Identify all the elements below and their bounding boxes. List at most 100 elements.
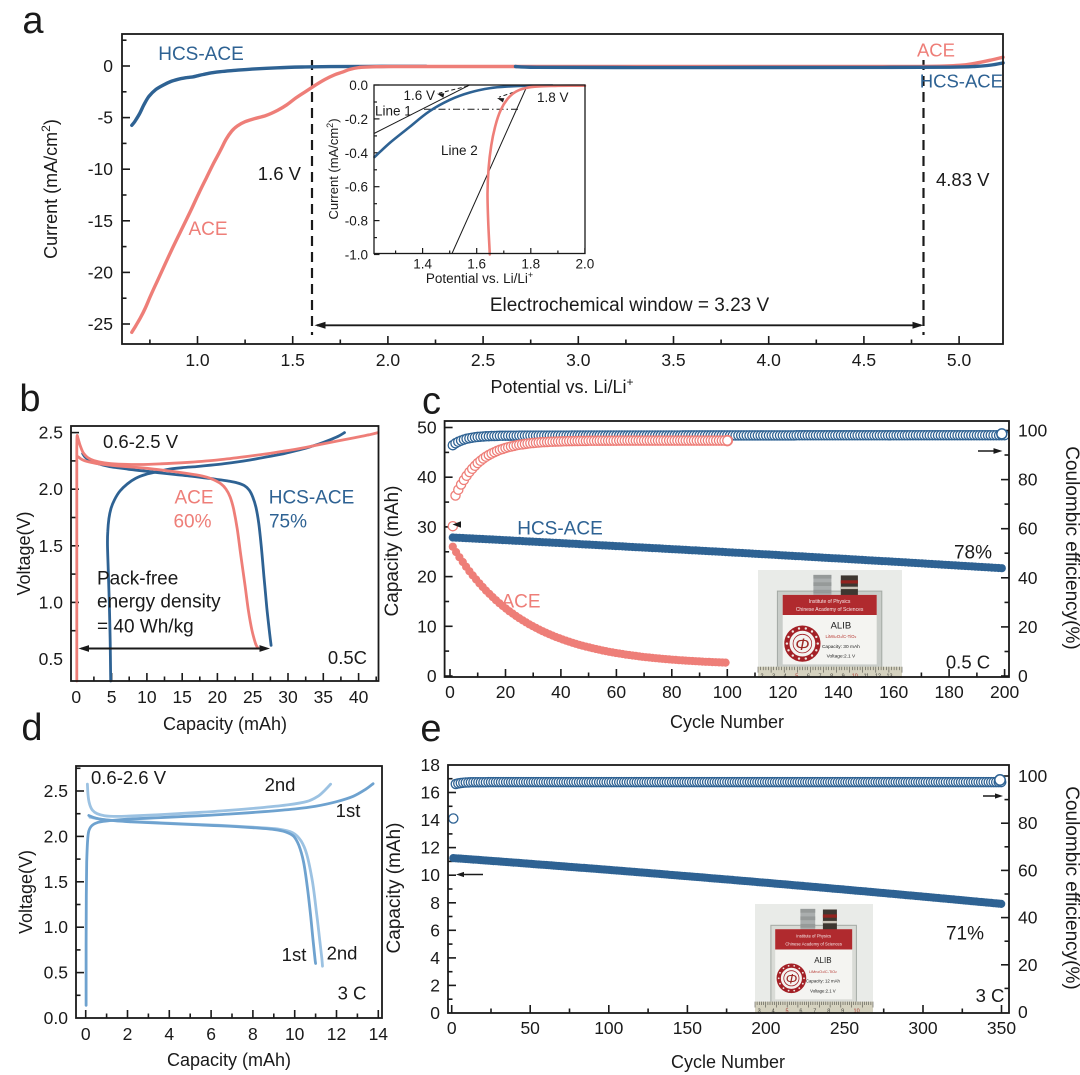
- svg-text:80: 80: [1018, 813, 1038, 833]
- svg-text:Chinese Academy of Sciences: Chinese Academy of Sciences: [785, 941, 842, 946]
- svg-text:0.5 C: 0.5 C: [946, 652, 990, 673]
- svg-text:140: 140: [824, 682, 853, 702]
- svg-text:Capacity (mAh): Capacity (mAh): [384, 823, 405, 954]
- svg-text:7: 7: [813, 1008, 816, 1014]
- svg-text:180: 180: [934, 682, 963, 702]
- svg-text:5: 5: [107, 687, 117, 707]
- svg-text:ACE: ACE: [174, 488, 213, 509]
- svg-text:LiMn2O4/C-TiO2: LiMn2O4/C-TiO2: [809, 969, 837, 974]
- svg-text:3: 3: [758, 1008, 761, 1014]
- svg-text:4: 4: [430, 948, 440, 968]
- svg-text:150: 150: [673, 1018, 702, 1038]
- svg-text:10: 10: [417, 616, 437, 636]
- svg-text:1.5: 1.5: [44, 872, 68, 892]
- svg-text:Voltage:2.1 V: Voltage:2.1 V: [827, 654, 856, 660]
- svg-text:2: 2: [430, 975, 440, 995]
- svg-text:10: 10: [854, 1008, 860, 1014]
- svg-text:Current (mA/cm2): Current (mA/cm2): [325, 118, 341, 219]
- svg-text:ACE: ACE: [917, 40, 955, 61]
- svg-text:ALIB: ALIB: [831, 621, 852, 632]
- svg-text:100: 100: [1018, 421, 1047, 441]
- svg-text:Φ: Φ: [786, 971, 798, 987]
- svg-text:-15: -15: [88, 211, 113, 231]
- svg-text:250: 250: [830, 1018, 859, 1038]
- svg-text:10: 10: [137, 687, 157, 707]
- svg-text:d: d: [21, 707, 42, 749]
- svg-text:40: 40: [1018, 908, 1038, 928]
- svg-text:Line 1: Line 1: [375, 104, 412, 119]
- svg-text:1st: 1st: [282, 944, 307, 965]
- svg-text:2.0: 2.0: [576, 257, 595, 272]
- svg-text:60: 60: [1018, 519, 1038, 539]
- svg-text:10: 10: [285, 1024, 305, 1044]
- svg-text:4.5: 4.5: [852, 350, 876, 370]
- svg-text:40: 40: [349, 687, 369, 707]
- svg-text:100: 100: [713, 682, 742, 702]
- svg-text:14: 14: [421, 810, 441, 830]
- svg-text:3 C: 3 C: [976, 985, 1005, 1006]
- svg-text:40: 40: [1018, 568, 1038, 588]
- svg-text:40: 40: [551, 682, 571, 702]
- svg-text:-1.0: -1.0: [345, 248, 368, 263]
- svg-text:1.6 V: 1.6 V: [258, 163, 302, 184]
- svg-text:Pack-free: Pack-free: [97, 569, 178, 590]
- svg-text:78%: 78%: [954, 543, 992, 564]
- svg-text:25: 25: [243, 687, 262, 707]
- svg-text:Coulombic efficiency(%): Coulombic efficiency(%): [1061, 786, 1080, 989]
- svg-text:300: 300: [908, 1018, 937, 1038]
- svg-text:4.83 V: 4.83 V: [936, 169, 990, 190]
- svg-text:1.4: 1.4: [413, 257, 432, 272]
- svg-text:20: 20: [496, 682, 516, 702]
- svg-text:Voltage(V): Voltage(V): [16, 850, 36, 934]
- svg-text:Chinese Academy of Sciences: Chinese Academy of Sciences: [796, 607, 864, 613]
- svg-text:Cycle Number: Cycle Number: [671, 1052, 785, 1072]
- svg-text:35: 35: [314, 687, 333, 707]
- svg-text:HCS-ACE: HCS-ACE: [158, 44, 244, 65]
- svg-text:4.0: 4.0: [757, 350, 782, 370]
- svg-text:ACE: ACE: [188, 219, 227, 240]
- svg-text:2.0: 2.0: [376, 350, 401, 370]
- svg-text:Institute of Physics: Institute of Physics: [809, 599, 851, 605]
- svg-text:-0.8: -0.8: [345, 214, 368, 229]
- svg-text:Potential vs. Li/Li+: Potential vs. Li/Li+: [490, 375, 633, 397]
- svg-text:0.6-2.5 V: 0.6-2.5 V: [103, 431, 179, 452]
- svg-text:100: 100: [594, 1018, 623, 1038]
- svg-text:HCS-ACE: HCS-ACE: [269, 488, 355, 509]
- svg-text:energy density: energy density: [97, 592, 221, 613]
- svg-text:350: 350: [987, 1018, 1016, 1038]
- svg-text:6: 6: [799, 1008, 802, 1014]
- svg-text:1.5: 1.5: [281, 350, 305, 370]
- svg-text:Voltage(V): Voltage(V): [14, 511, 34, 595]
- svg-text:1.8: 1.8: [521, 257, 540, 272]
- svg-text:0: 0: [447, 1018, 457, 1038]
- svg-text:1.6: 1.6: [467, 257, 486, 272]
- svg-text:120: 120: [768, 682, 797, 702]
- svg-text:Φ: Φ: [795, 635, 809, 654]
- svg-text:15: 15: [172, 687, 191, 707]
- svg-text:-0.2: -0.2: [345, 112, 368, 127]
- svg-text:71%: 71%: [946, 924, 984, 945]
- svg-text:Capacity (mAh): Capacity (mAh): [382, 486, 403, 617]
- svg-text:Current (mA/cm2): Current (mA/cm2): [39, 119, 61, 259]
- svg-text:2nd: 2nd: [265, 774, 296, 795]
- svg-text:60: 60: [1018, 860, 1038, 880]
- svg-text:5: 5: [785, 1008, 788, 1014]
- svg-text:0: 0: [81, 1024, 91, 1044]
- svg-text:60: 60: [607, 682, 627, 702]
- svg-text:160: 160: [879, 682, 908, 702]
- svg-text:0.5C: 0.5C: [328, 647, 367, 668]
- svg-text:Capacity (mAh): Capacity (mAh): [167, 1050, 291, 1070]
- svg-text:1.8 V: 1.8 V: [537, 90, 569, 105]
- svg-text:12: 12: [327, 1024, 346, 1044]
- svg-text:Voltage:2.1 V: Voltage:2.1 V: [810, 988, 836, 993]
- svg-text:b: b: [19, 378, 40, 420]
- svg-text:2.5: 2.5: [44, 781, 68, 801]
- svg-text:8: 8: [248, 1024, 258, 1044]
- svg-text:HCS-ACE: HCS-ACE: [517, 519, 603, 540]
- svg-text:3.0: 3.0: [566, 350, 591, 370]
- svg-text:30: 30: [417, 517, 437, 537]
- svg-text:= 40 Wh/kg: = 40 Wh/kg: [97, 617, 194, 638]
- svg-text:ACE: ACE: [501, 592, 540, 613]
- svg-text:Coulombic efficiency(%): Coulombic efficiency(%): [1061, 446, 1080, 649]
- svg-text:30: 30: [278, 687, 298, 707]
